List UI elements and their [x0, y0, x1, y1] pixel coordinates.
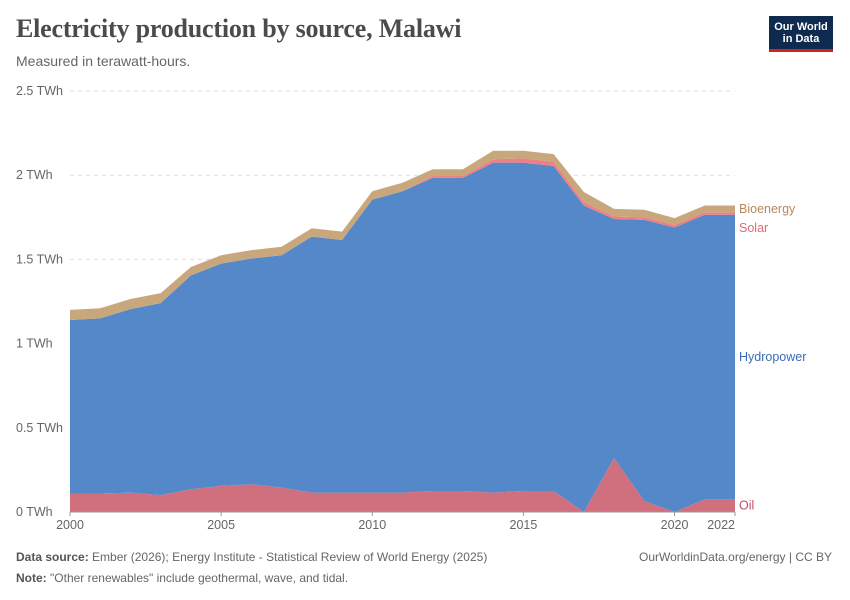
y-tick-label: 2 TWh: [16, 168, 53, 182]
area-hydropower: [70, 162, 735, 512]
area-oil: [70, 458, 735, 512]
area-bioenergy: [70, 150, 735, 321]
y-tick-label: 0 TWh: [16, 505, 53, 519]
y-tick-label: 0.5 TWh: [16, 421, 63, 435]
chart-subtitle: Measured in terawatt-hours.: [16, 53, 191, 69]
note-label: Note:: [16, 571, 47, 585]
chart-title: Electricity production by source, Malawi: [16, 14, 462, 43]
y-tick-label: 1.5 TWh: [16, 252, 63, 266]
logo-line-1: Our World: [774, 21, 828, 33]
legend-label-solar: Solar: [739, 221, 768, 235]
logo-line-2: in Data: [782, 33, 820, 45]
x-tick-label: 2010: [358, 518, 386, 532]
source-text[interactable]: Ember (2026); Energy Institute - Statist…: [92, 550, 488, 564]
x-tick-label: 2020: [661, 518, 689, 532]
note-line: Note: "Other renewables" include geother…: [16, 571, 348, 585]
x-tick-label: 2005: [207, 518, 235, 532]
x-tick-label: 2022: [707, 518, 735, 532]
area-chart: 0 TWh 0.5 TWh 1 TWh 1.5 TWh 2 TWh 2.5 TWh 2000…: [16, 84, 806, 532]
owid-url[interactable]: OurWorldinData.org/energy | CC BY: [639, 550, 832, 564]
legend-label-hydropower: Hydropower: [739, 350, 806, 364]
note-text: "Other renewables" include geothermal, w…: [50, 571, 349, 585]
legend-label-bioenergy: Bioenergy: [739, 202, 796, 216]
x-tick-label: 2000: [56, 518, 84, 532]
y-tick-label: 1 TWh: [16, 337, 53, 351]
legend-label-oil: Oil: [739, 499, 754, 513]
source-line: Data source: Ember (2026); Energy Instit…: [16, 550, 487, 564]
y-tick-label: 2.5 TWh: [16, 84, 63, 98]
source-label: Data source:: [16, 550, 89, 564]
x-tick-label: 2015: [510, 518, 538, 532]
owid-logo[interactable]: Our World in Data: [769, 16, 833, 52]
